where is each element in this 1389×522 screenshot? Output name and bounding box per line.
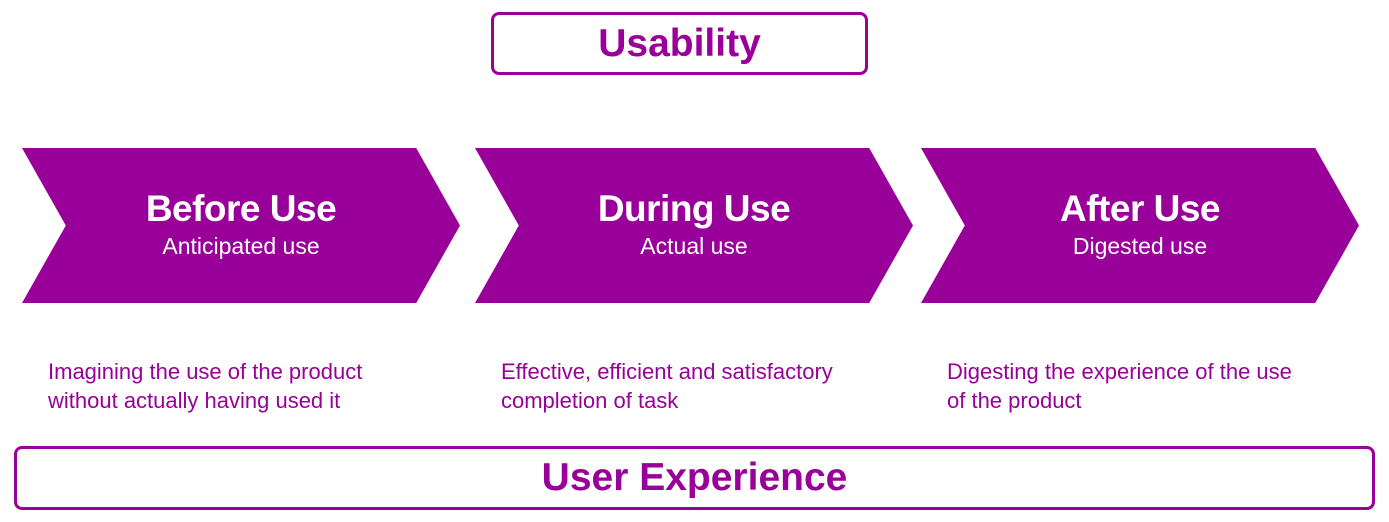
phase-during-use-chevron: During Use Actual use bbox=[475, 148, 913, 303]
description-line: Effective, efficient and satisfactory bbox=[501, 359, 833, 384]
usability-label: Usability bbox=[598, 21, 761, 65]
user-experience-label: User Experience bbox=[541, 456, 848, 499]
description-line: Digesting the experience of the use bbox=[947, 359, 1292, 384]
phase-subtitle: Digested use bbox=[1072, 232, 1208, 259]
phase-title: During Use bbox=[597, 188, 791, 230]
phase-title: Before Use bbox=[145, 188, 337, 230]
phase-title: After Use bbox=[1060, 188, 1221, 230]
phase-after-use-chevron: After Use Digested use bbox=[921, 148, 1359, 303]
description-line: without actually having used it bbox=[48, 388, 341, 413]
description-line: Imagining the use of the product bbox=[48, 359, 363, 384]
description-line: completion of task bbox=[501, 388, 679, 413]
phase-before-use-chevron: Before Use Anticipated use bbox=[22, 148, 460, 303]
phase-subtitle: Anticipated use bbox=[162, 232, 320, 259]
description-line: of the product bbox=[947, 388, 1082, 413]
user-experience-box: User Experience bbox=[14, 446, 1375, 510]
phase-description-before-use: Imagining the use of the product without… bbox=[48, 357, 438, 415]
phase-description-after-use: Digesting the experience of the use of t… bbox=[947, 357, 1337, 415]
usability-box: Usability bbox=[491, 12, 868, 75]
phase-subtitle: Actual use bbox=[640, 232, 748, 259]
phase-description-during-use: Effective, efficient and satisfactory co… bbox=[501, 357, 891, 415]
